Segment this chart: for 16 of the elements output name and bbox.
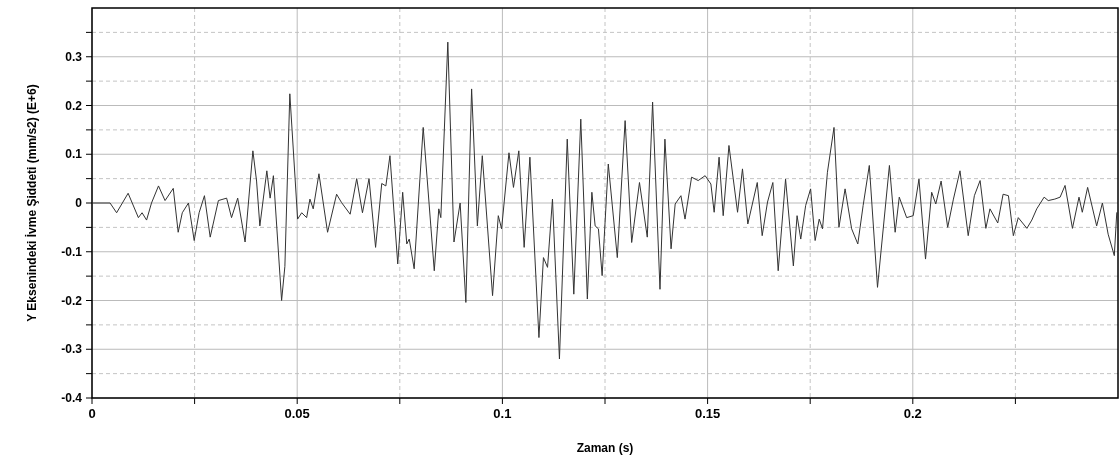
y-tick-label: 0.3 — [65, 49, 83, 64]
x-axis-title: Zaman (s) — [576, 441, 634, 455]
y-tick-label: 0.1 — [65, 147, 83, 162]
x-tick-label: 0.05 — [284, 406, 310, 421]
y-tick-label: -0.3 — [61, 342, 83, 357]
x-tick-label: 0.1 — [493, 406, 512, 421]
y-tick-label: -0.2 — [61, 293, 83, 308]
x-tick-label: 0 — [88, 406, 96, 421]
line-series — [92, 41, 1118, 360]
y-tick-label: 0.2 — [65, 98, 83, 113]
x-tick-label: 0.15 — [694, 406, 721, 421]
y-tick-label: -0.1 — [61, 244, 83, 259]
y-tick-label: 0 — [75, 196, 83, 211]
y-tick-label: -0.4 — [61, 391, 83, 406]
y-axis-title: Y Eksenindeki İvme Şiddeti (mm/s2) (E+6) — [24, 84, 39, 322]
x-tick-label: 0.2 — [903, 406, 922, 421]
